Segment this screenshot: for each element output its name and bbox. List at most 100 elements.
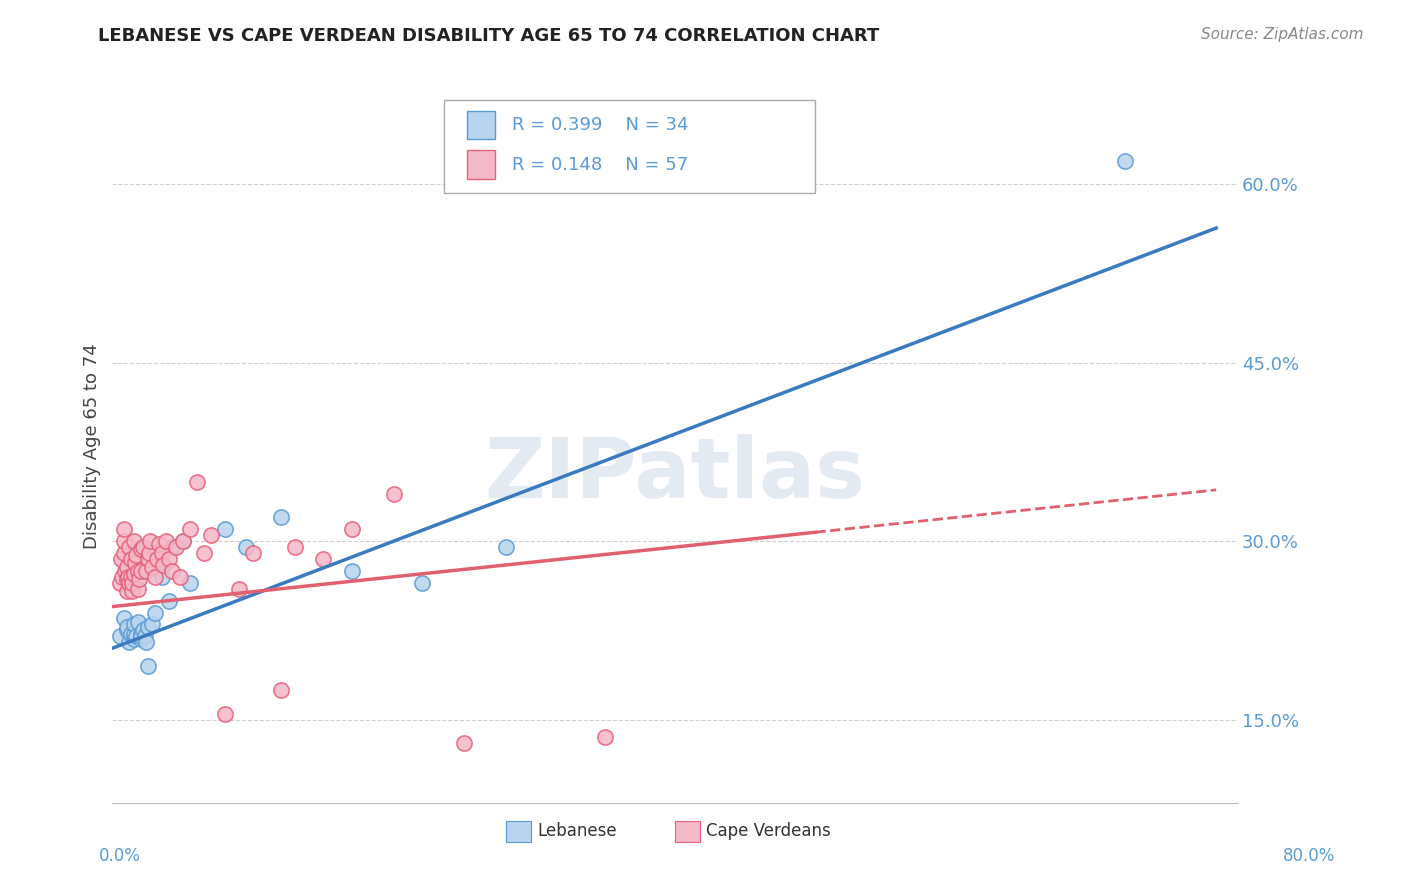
Point <box>112 611 135 625</box>
Text: ZIPatlas: ZIPatlas <box>485 434 865 515</box>
FancyBboxPatch shape <box>675 821 700 842</box>
Point <box>129 632 152 646</box>
Point <box>122 632 145 646</box>
Text: 0.0%: 0.0% <box>98 847 141 865</box>
Point <box>136 659 159 673</box>
Point <box>284 540 307 554</box>
Point <box>132 624 155 638</box>
Point <box>200 528 222 542</box>
Point <box>340 522 363 536</box>
Point <box>108 575 131 590</box>
Point <box>127 582 149 596</box>
FancyBboxPatch shape <box>444 100 815 193</box>
Point <box>228 582 250 596</box>
Point <box>193 546 215 560</box>
Point <box>134 629 156 643</box>
Point <box>172 534 194 549</box>
Point <box>129 564 152 578</box>
Point <box>129 627 152 641</box>
Point <box>115 620 138 634</box>
Text: 80.0%: 80.0% <box>1284 847 1336 865</box>
Point <box>120 627 142 641</box>
Point <box>118 575 141 590</box>
Point <box>138 546 160 560</box>
Point <box>122 627 145 641</box>
Point <box>112 534 135 549</box>
Point <box>157 593 180 607</box>
Point <box>110 552 132 566</box>
Point <box>141 560 163 574</box>
Point <box>112 522 135 536</box>
Point <box>172 534 194 549</box>
Point <box>128 572 150 586</box>
FancyBboxPatch shape <box>467 150 495 178</box>
Point <box>495 540 517 554</box>
Point <box>121 584 143 599</box>
Point <box>132 540 155 554</box>
Point <box>127 564 149 578</box>
Point <box>1114 153 1136 168</box>
Point <box>270 682 292 697</box>
Point <box>150 546 173 560</box>
Point <box>593 731 616 745</box>
Point <box>143 606 166 620</box>
Text: R = 0.399    N = 34: R = 0.399 N = 34 <box>512 116 689 134</box>
Text: Source: ZipAtlas.com: Source: ZipAtlas.com <box>1201 27 1364 42</box>
Point <box>179 522 201 536</box>
Point <box>135 564 157 578</box>
Point <box>111 570 134 584</box>
Point <box>160 564 183 578</box>
Point <box>214 706 236 721</box>
Point <box>155 534 177 549</box>
Point <box>118 635 141 649</box>
Point <box>108 629 131 643</box>
Point <box>120 552 142 566</box>
Point <box>179 575 201 590</box>
Point <box>382 486 405 500</box>
Point <box>186 475 208 489</box>
Point <box>129 542 152 557</box>
Point <box>117 570 139 584</box>
Point <box>141 617 163 632</box>
Point <box>122 534 145 549</box>
Point <box>143 570 166 584</box>
Point <box>115 572 138 586</box>
Point <box>411 575 433 590</box>
Point <box>242 546 264 560</box>
Point <box>129 629 152 643</box>
Text: Cape Verdeans: Cape Verdeans <box>706 822 831 840</box>
Point <box>136 620 159 634</box>
Point <box>135 635 157 649</box>
Point <box>146 552 169 566</box>
Point <box>112 546 135 560</box>
Point <box>169 570 191 584</box>
Point <box>152 558 174 572</box>
Point <box>115 584 138 599</box>
Text: LEBANESE VS CAPE VERDEAN DISABILITY AGE 65 TO 74 CORRELATION CHART: LEBANESE VS CAPE VERDEAN DISABILITY AGE … <box>98 27 880 45</box>
Point <box>157 552 180 566</box>
Point <box>160 540 183 554</box>
Point <box>125 549 148 563</box>
Point <box>120 570 142 584</box>
Point <box>148 536 170 550</box>
Point <box>235 540 257 554</box>
Point <box>214 522 236 536</box>
Point <box>139 534 162 549</box>
FancyBboxPatch shape <box>506 821 531 842</box>
Point <box>150 570 173 584</box>
Point <box>127 615 149 629</box>
Text: Lebanese: Lebanese <box>537 822 617 840</box>
Point <box>115 560 138 574</box>
Point <box>453 736 475 750</box>
Point <box>124 556 146 570</box>
Point <box>146 558 169 572</box>
FancyBboxPatch shape <box>467 111 495 139</box>
Point <box>340 564 363 578</box>
Point <box>121 575 143 590</box>
Point <box>312 552 335 566</box>
Point <box>165 540 187 554</box>
Point <box>136 552 159 566</box>
Point <box>122 567 145 582</box>
Point <box>270 510 292 524</box>
Point <box>115 624 138 638</box>
